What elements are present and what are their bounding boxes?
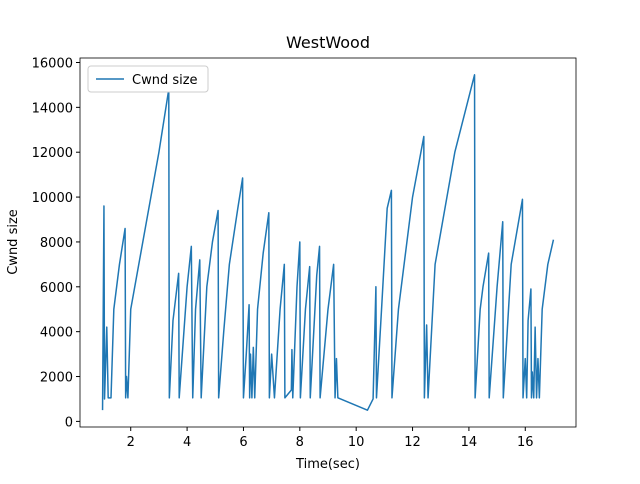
chart-title: WestWood	[286, 33, 370, 52]
y-tick-label: 0	[65, 415, 73, 430]
legend-box	[87, 65, 209, 93]
y-tick-label: 6000	[40, 281, 73, 296]
y-tick-label: 2000	[40, 371, 73, 386]
plot-frame	[79, 57, 577, 428]
x-tick-label: 6	[239, 435, 247, 450]
y-axis-label: Cwnd size	[6, 209, 21, 275]
x-tick-label: 14	[461, 435, 478, 450]
y-tick-label: 10000	[32, 191, 73, 206]
x-tick-label: 8	[296, 435, 304, 450]
y-tick-label: 14000	[32, 101, 73, 116]
x-tick-label: 16	[517, 435, 534, 450]
x-tick-label: 4	[183, 435, 191, 450]
x-tick-label: 2	[127, 435, 135, 450]
data-line	[101, 74, 555, 411]
y-tick-label: 8000	[40, 236, 73, 251]
x-tick-label: 12	[404, 435, 421, 450]
y-tick-label: 16000	[32, 56, 73, 71]
x-tick-label: 10	[348, 435, 365, 450]
legend-label: Cwnd size	[132, 73, 198, 88]
x-axis-label: Time(sec)	[295, 457, 360, 472]
y-tick-label: 12000	[32, 146, 73, 161]
y-tick-label: 4000	[40, 326, 73, 341]
